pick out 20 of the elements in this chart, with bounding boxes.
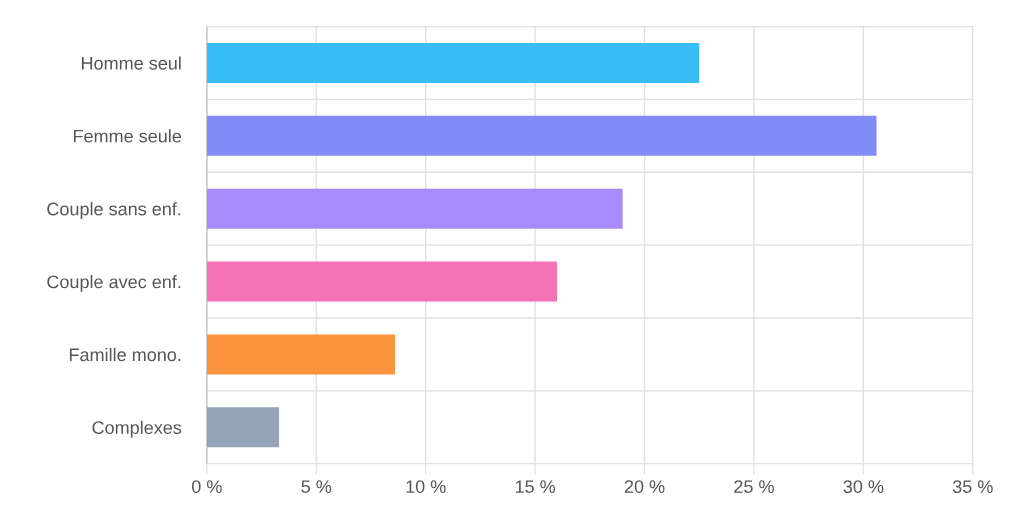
x-tick-label: 10 % (406, 480, 446, 493)
y-tick-label: Couple sans enf. (47, 202, 181, 219)
bar (206, 188, 623, 229)
x-tick-label: 20 % (624, 480, 665, 493)
bar (206, 334, 396, 375)
bar (206, 115, 877, 156)
y-tick-label: Homme seul (81, 56, 181, 70)
x-tick-label: 25 % (734, 480, 774, 493)
bar (206, 42, 700, 83)
y-tick-label: Famille mono. (69, 347, 181, 362)
y-tick-label: Femme seule (73, 129, 182, 143)
x-tick-label: 15 % (515, 480, 556, 493)
y-tick-label: Complexes (92, 420, 182, 438)
x-tick-label: 5 % (301, 480, 332, 493)
x-tick-label: 35 % (952, 480, 993, 493)
bar (206, 407, 280, 448)
y-tick-label: Couple avec enf. (47, 275, 181, 292)
x-tick-label: 0 % (192, 480, 222, 493)
bar (206, 261, 557, 302)
x-tick-label: 30 % (843, 480, 884, 493)
